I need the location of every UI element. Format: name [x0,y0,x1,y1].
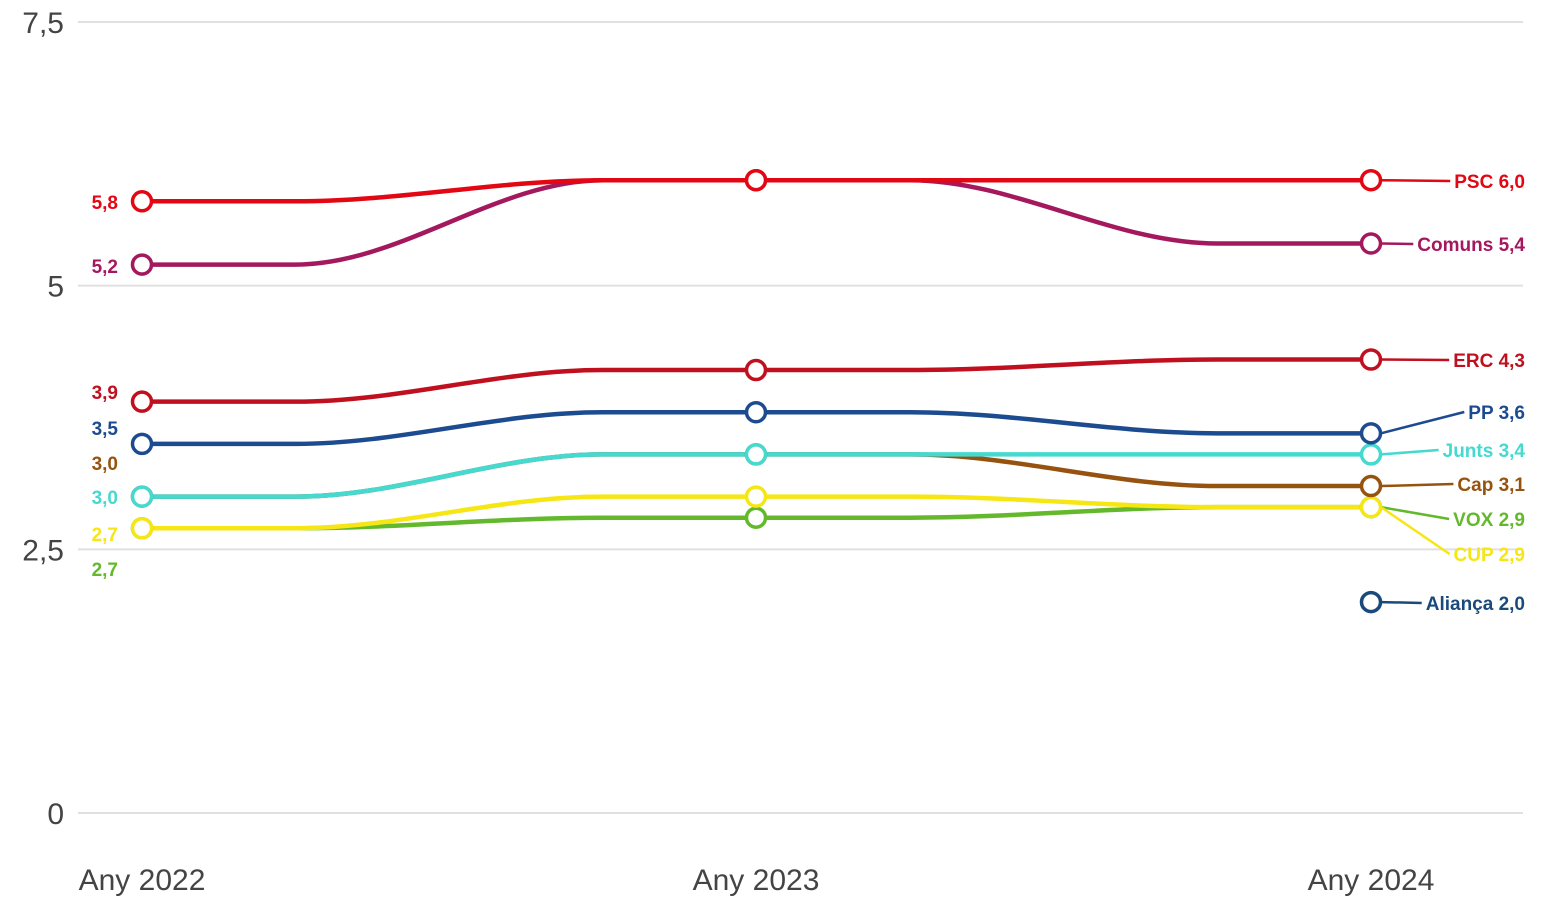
grid-layer [78,21,1523,814]
x-axis-ticks: Any 2022 Any 2023 Any 2024 [79,864,1435,897]
end-label-comuns: Comuns 5,4 [1417,235,1525,256]
label-leader-lines [1380,178,1465,605]
end-label-psc: PSC 6,0 [1454,172,1525,193]
leader-line-cup [1380,506,1451,556]
start-label-cap: 3,0 [92,454,118,475]
data-point-pp [744,400,768,424]
end-label-pp: PP 3,6 [1468,403,1525,424]
data-point-erc [130,390,154,413]
data-point-comuns [1359,232,1383,255]
start-label-psc: 5,8 [92,193,118,214]
leader-line-comuns [1380,242,1414,246]
data-point-pp [1359,422,1383,445]
y-tick-label: 5 [47,271,64,304]
leader-line-erc [1380,358,1450,362]
series-labels: Aliança 2,0 VOX 2,9 2,7 CUP 2,9 2,7 Cap 3,1 3,… [92,172,1526,615]
leader-line-junts [1380,448,1439,456]
leader-line-alian-a [1380,600,1422,605]
end-label-junts: Junts 3,4 [1443,441,1526,462]
data-point-junts [130,485,154,508]
data-point-cup [130,516,154,540]
leader-line-pp [1380,410,1465,435]
data-point-erc [744,358,768,382]
series-points [130,168,1383,614]
start-label-cup: 2,7 [92,525,118,546]
start-label-erc: 3,9 [92,383,118,404]
data-point-erc [1359,348,1383,371]
end-label-alian-a: Aliança 2,0 [1426,594,1525,615]
x-tick-label: Any 2024 [1308,864,1435,897]
start-label-pp: 3,5 [92,419,119,440]
data-point-vox [744,506,768,529]
leader-line-psc [1380,178,1451,183]
data-point-comuns [130,253,154,276]
data-point-junts [1359,443,1383,466]
series-lines [139,177,1374,531]
start-label-comuns: 5,2 [92,257,118,278]
data-point-pp [130,432,154,456]
start-label-junts: 3,0 [92,488,118,509]
start-label-vox: 2,7 [92,560,118,581]
x-tick-label: Any 2022 [79,864,206,897]
x-tick-label: Any 2023 [693,864,820,897]
y-tick-label: 2,5 [22,534,64,567]
data-point-cup [1359,495,1383,519]
y-tick-label: 0 [47,798,64,831]
leader-line-cap [1380,482,1454,488]
end-label-cap: Cap 3,1 [1457,475,1525,496]
data-point-psc [130,190,154,213]
end-label-vox: VOX 2,9 [1453,510,1525,531]
data-point-cap [1359,474,1383,498]
data-point-junts [744,443,768,466]
data-point-psc [1359,168,1383,192]
end-label-erc: ERC 4,3 [1453,351,1525,372]
data-point-cup [744,485,768,508]
data-point-psc [744,168,768,192]
data-point-alian-a [1359,590,1383,614]
y-axis-ticks: 0 2,5 5 7,5 [22,7,64,831]
y-tick-label: 7,5 [22,7,64,40]
end-label-cup: CUP 2,9 [1454,545,1525,566]
series-line-comuns [139,177,1374,267]
leader-line-vox [1380,505,1450,521]
